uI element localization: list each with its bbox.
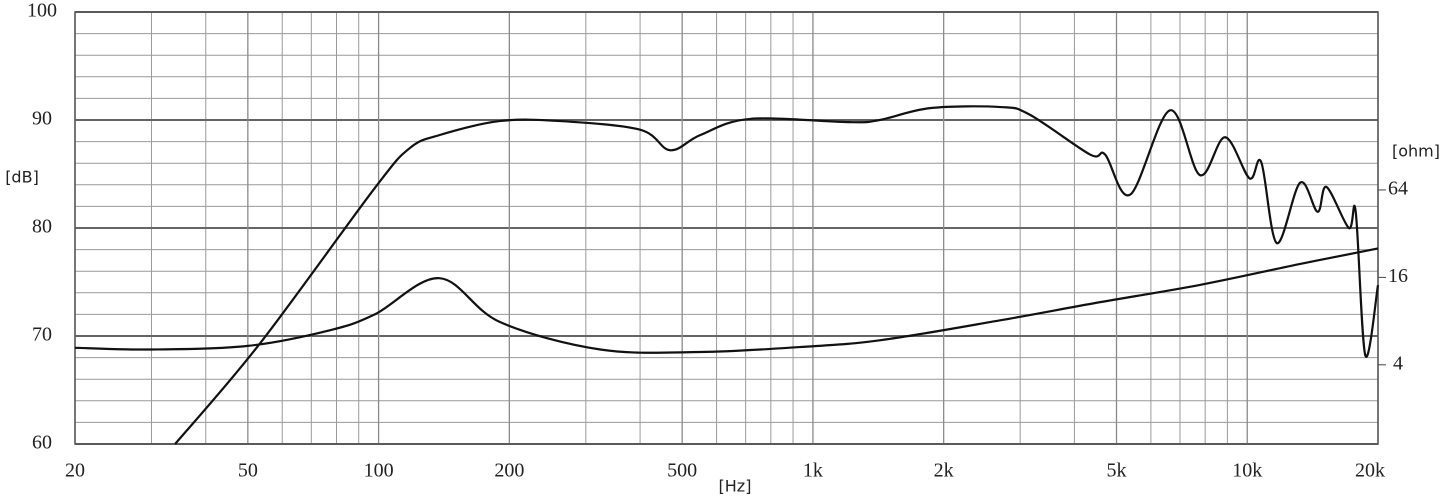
y-tick-label: 70	[32, 324, 52, 346]
x-tick-label: 1k	[803, 460, 823, 482]
series-line	[174, 105, 1380, 445]
y-tick-label: 80	[32, 216, 52, 238]
x-tick-label: 5k	[1107, 460, 1127, 482]
x-tick-label: 200	[494, 460, 524, 482]
x-axis-label: [Hz]	[719, 477, 752, 496]
y-tick-label: 90	[32, 108, 52, 130]
x-tick-label: 50	[238, 460, 258, 482]
y2-tick-label: 4	[1393, 352, 1403, 374]
x-tick-label: 2k	[934, 460, 954, 482]
y2-tick-label: 16	[1388, 265, 1408, 287]
x-tick-label: 10k	[1232, 460, 1262, 482]
series-line	[74, 247, 1379, 354]
x-tick-label: 20k	[1355, 460, 1385, 482]
y2-axis-label: [ohm]	[1392, 142, 1440, 161]
plot-frame	[74, 11, 1379, 445]
y-tick-label: 60	[32, 432, 52, 454]
y-tick-label: 100	[27, 0, 57, 22]
x-tick-label: 20	[65, 460, 85, 482]
x-tick-label: 500	[667, 460, 697, 482]
y2-tick-label: 64	[1388, 178, 1408, 200]
x-tick-label: 100	[364, 460, 394, 482]
y-axis-label: [dB]	[5, 168, 39, 187]
